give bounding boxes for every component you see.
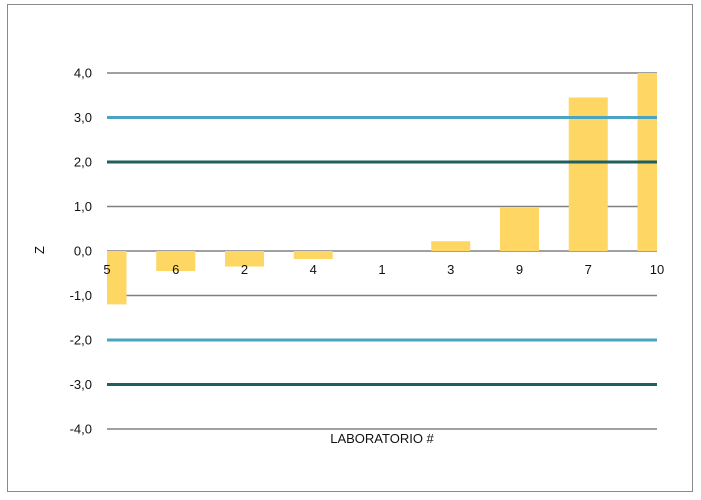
bars [107, 73, 657, 305]
x-tick-label: 9 [516, 262, 523, 277]
bar-lab-6 [156, 251, 196, 272]
x-tick-label: 6 [172, 262, 179, 277]
y-tick-label: 3,0 [74, 110, 92, 125]
bar-lab-5 [107, 251, 127, 305]
y-axis-label: Z [32, 246, 47, 254]
x-axis-label: LABORATORIO # [330, 431, 434, 446]
y-tick-label: 2,0 [74, 155, 92, 170]
bar-lab-9 [500, 207, 539, 251]
y-tick-label: -1,0 [70, 288, 92, 303]
y-tick-label: 0,0 [74, 244, 92, 259]
x-tick-labels: 5 6 2 4 1 3 9 7 10 [103, 262, 664, 277]
x-tick-label: 7 [585, 262, 592, 277]
bar-lab-7 [568, 97, 608, 251]
y-tick-label: 4,0 [74, 66, 92, 81]
x-tick-label: 10 [650, 262, 664, 277]
y-tick-label: 1,0 [74, 199, 92, 214]
x-tick-label: 5 [103, 262, 110, 277]
y-tick-labels: 4,0 3,0 2,0 1,0 0,0 -1,0 -2,0 -3,0 -4,0 [70, 66, 92, 437]
x-tick-label: 1 [378, 262, 385, 277]
y-tick-label: -3,0 [70, 377, 92, 392]
y-tick-label: -4,0 [70, 422, 92, 437]
bar-lab-2 [225, 251, 264, 267]
bar-lab-3 [431, 241, 471, 251]
reference-lines [107, 116, 657, 386]
x-tick-label: 4 [310, 262, 317, 277]
x-tick-label: 3 [447, 262, 454, 277]
y-tick-label: -2,0 [70, 333, 92, 348]
x-tick-label: 2 [241, 262, 248, 277]
bar-lab-4 [293, 251, 333, 260]
